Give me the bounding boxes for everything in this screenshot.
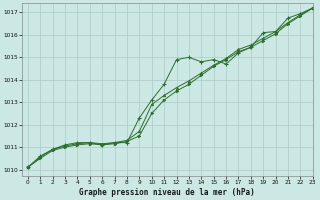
X-axis label: Graphe pression niveau de la mer (hPa): Graphe pression niveau de la mer (hPa) (79, 188, 255, 197)
